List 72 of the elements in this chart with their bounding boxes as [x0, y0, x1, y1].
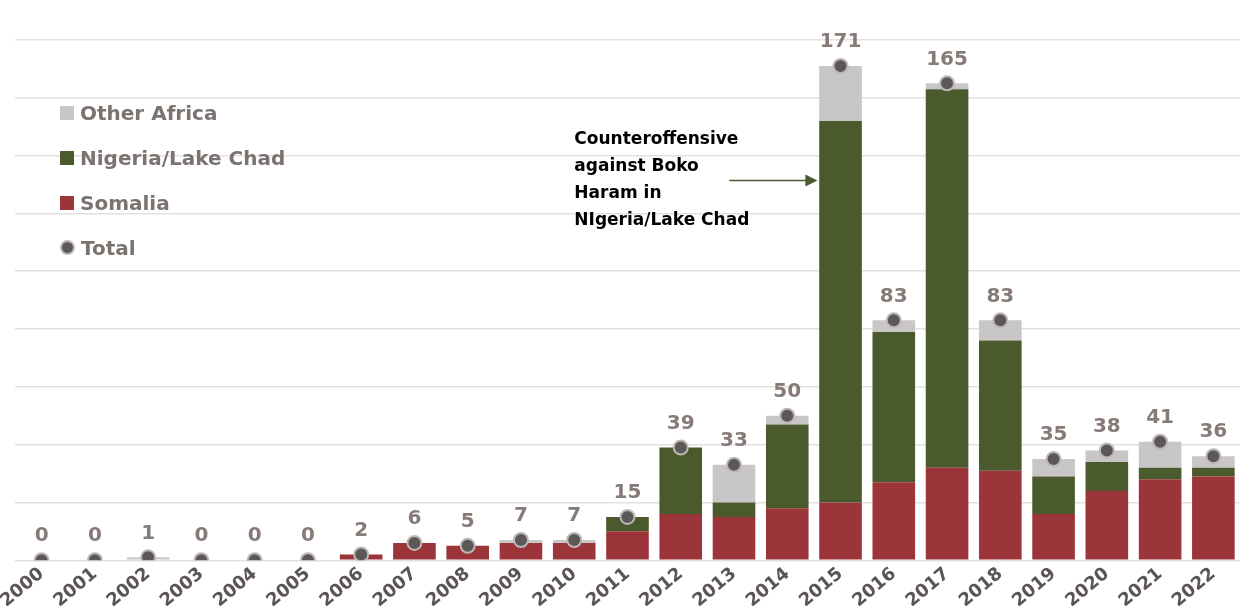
- data-label: 5: [460, 508, 475, 532]
- data-label: 171: [819, 28, 862, 53]
- data-label: 0: [87, 522, 102, 547]
- bar: [1032, 514, 1075, 560]
- bar: [925, 89, 969, 468]
- bar: [1138, 441, 1182, 468]
- data-label: 165: [926, 45, 968, 70]
- data-label: 7: [514, 502, 528, 527]
- bar: [1032, 476, 1075, 515]
- data-label: 2: [354, 516, 369, 541]
- data-label: 6: [407, 505, 422, 530]
- bar: [659, 514, 703, 560]
- point: [779, 407, 796, 424]
- bar: [819, 502, 862, 560]
- point: [885, 312, 902, 329]
- point: [832, 58, 849, 75]
- bar: [925, 467, 969, 560]
- bar: [1085, 490, 1129, 560]
- data-label: 0: [34, 522, 49, 547]
- data-label: 83: [986, 282, 1015, 307]
- point: [672, 439, 689, 456]
- bar: [1192, 467, 1235, 477]
- point: [566, 532, 583, 549]
- data-label: 0: [194, 522, 209, 547]
- bar: [712, 502, 756, 517]
- bar: [819, 120, 862, 503]
- data-label: 0: [300, 522, 315, 547]
- bar: [712, 516, 756, 560]
- bar: [765, 424, 809, 509]
- legend-label: Somalia: [80, 190, 170, 215]
- bar: [872, 331, 916, 483]
- data-label: 36: [1199, 418, 1228, 443]
- point: [459, 537, 476, 554]
- bar: [1192, 476, 1235, 560]
- data-label: 35: [1039, 421, 1068, 446]
- bar: [765, 508, 809, 560]
- bar: [1085, 461, 1129, 491]
- data-label: 39: [666, 409, 695, 434]
- data-label: 50: [773, 377, 802, 402]
- legend-label: Nigeria/Lake Chad: [80, 145, 286, 170]
- bar: [499, 542, 543, 560]
- bar: [552, 542, 596, 560]
- data-label: 38: [1092, 412, 1121, 437]
- point: [726, 456, 743, 473]
- bar: [1138, 479, 1182, 560]
- data-label: 33: [720, 427, 748, 452]
- data-label: 1: [141, 519, 156, 544]
- data-label: 7: [567, 502, 582, 527]
- point: [992, 312, 1009, 329]
- point: [1205, 448, 1222, 465]
- point: [353, 546, 370, 561]
- bar: [979, 470, 1022, 560]
- data-label: 41: [1146, 403, 1175, 428]
- bar: [606, 531, 649, 560]
- data-label: 15: [613, 479, 642, 504]
- point: [619, 508, 636, 525]
- annotation: Counteroffensive against Boko Haram in NIgeria/Lake Chad: [574, 128, 750, 230]
- data-label: 83: [879, 282, 908, 307]
- data-label: 0: [247, 522, 262, 547]
- bar: [979, 340, 1022, 471]
- point: [1152, 433, 1169, 450]
- bar: [872, 482, 916, 560]
- point: [406, 534, 423, 551]
- bar: [1138, 467, 1182, 480]
- point: [1098, 442, 1115, 459]
- bar: [659, 447, 703, 515]
- point: [939, 75, 956, 92]
- point: [512, 532, 529, 549]
- legend-label: Total: [81, 235, 136, 260]
- legend-label: Other Africa: [80, 100, 218, 125]
- bar: [819, 66, 862, 121]
- bar: [712, 464, 756, 503]
